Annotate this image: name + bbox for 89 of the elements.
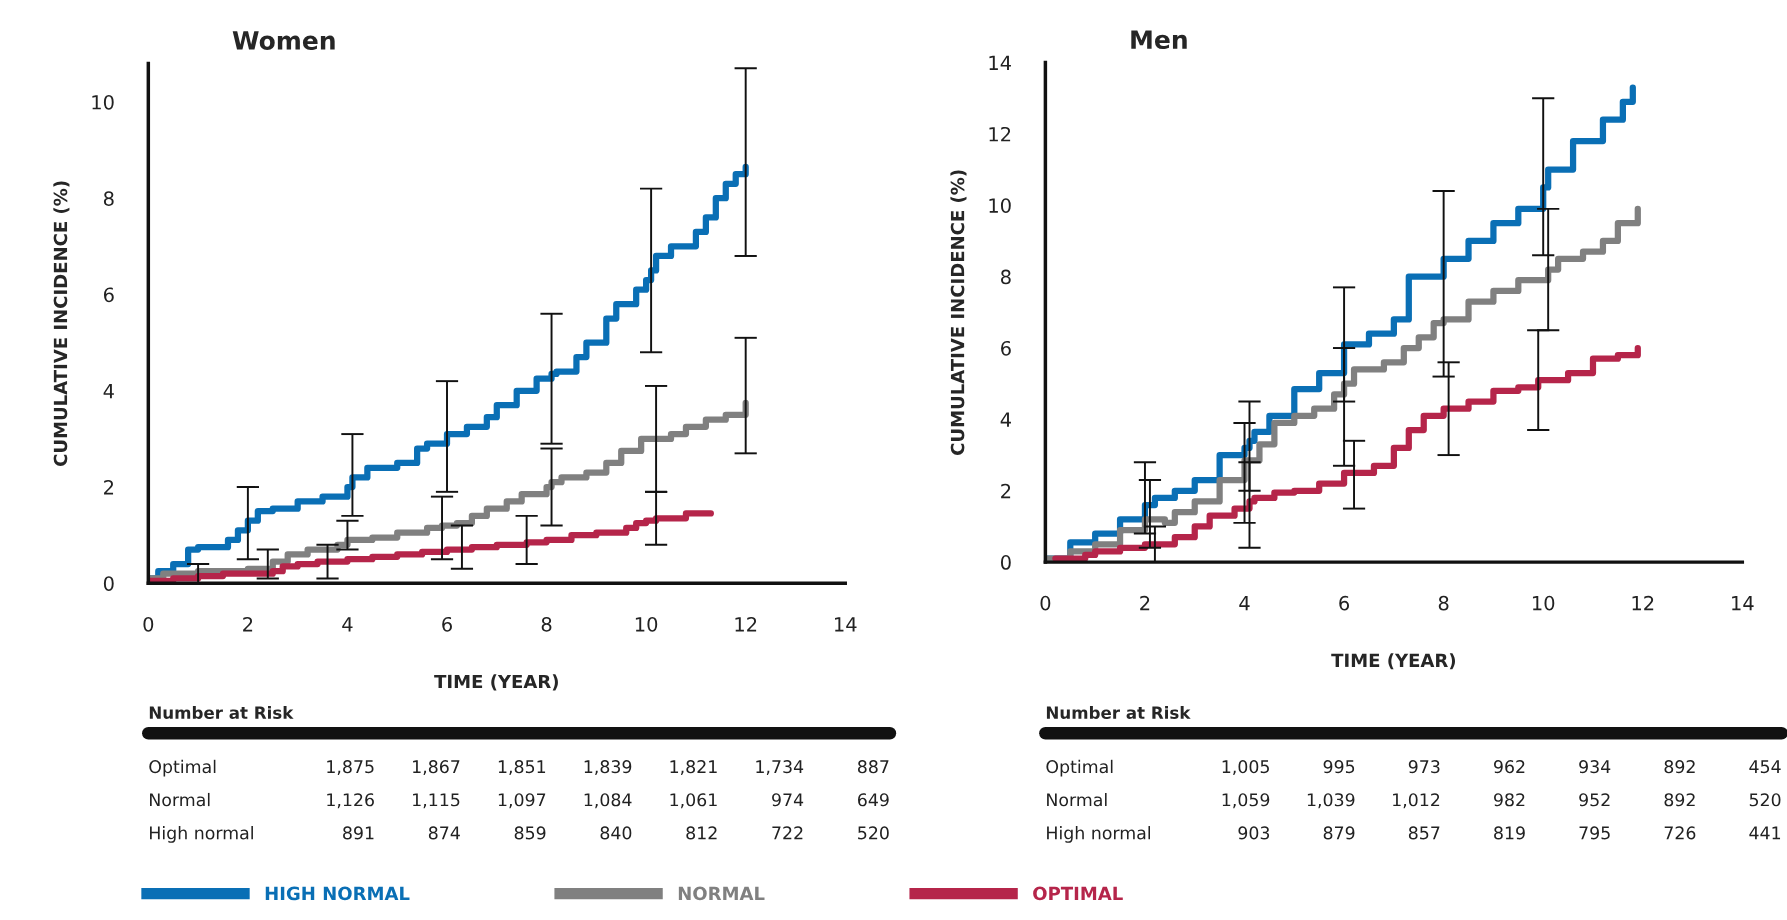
text: 1,851 <box>498 760 546 776</box>
text: 874 <box>428 826 460 840</box>
chart-title: Women <box>232 31 335 50</box>
x-tick-label: 6 <box>442 616 452 632</box>
text: 1,012 <box>1393 793 1440 809</box>
y-tick-label: 6 <box>1001 340 1011 356</box>
text: 1,126 <box>327 793 374 809</box>
text: 982 <box>1494 793 1525 807</box>
chart-title: Men <box>1131 30 1187 50</box>
text: 840 <box>600 826 632 840</box>
y-tick-label: 0 <box>103 576 114 591</box>
text: 520 <box>1749 793 1781 807</box>
x-tick-label: 2 <box>1140 595 1150 611</box>
x-axis-title: TIME (YEAR) <box>1331 653 1456 670</box>
text: 795 <box>1579 826 1610 840</box>
text: 1,061 <box>670 793 717 809</box>
x-tick-label: 8 <box>1438 595 1449 611</box>
text: NORMAL <box>678 886 765 901</box>
text: 1,115 <box>413 793 460 809</box>
text: High normal <box>1047 826 1151 843</box>
text: 879 <box>1323 826 1355 840</box>
y-tick-label: 2 <box>104 479 114 495</box>
x-tick-label: 4 <box>342 617 353 632</box>
text: Number at Risk <box>1046 706 1191 719</box>
text: 726 <box>1664 826 1696 840</box>
text: 441 <box>1749 826 1781 840</box>
text: 1,097 <box>498 793 546 809</box>
text: 952 <box>1579 793 1610 807</box>
x-tick-label: 4 <box>1239 596 1250 611</box>
y-tick-label: 2 <box>1001 483 1011 499</box>
text: 974 <box>772 793 804 807</box>
text: 1,039 <box>1307 793 1355 809</box>
text: 891 <box>343 826 374 840</box>
text: 892 <box>1664 793 1695 807</box>
x-tick-label: 10 <box>635 616 658 632</box>
x-tick-label: 6 <box>1339 595 1350 611</box>
text: 1,839 <box>584 760 632 776</box>
text: 1,821 <box>670 760 717 776</box>
text: 892 <box>1664 760 1695 774</box>
y-tick-label: 14 <box>989 55 1011 70</box>
text: 995 <box>1323 760 1355 774</box>
y-tick-label: 0 <box>1000 555 1011 570</box>
y-axis-title: CUMULATIVE INCIDENCE (%) <box>950 170 967 455</box>
text: Optimal <box>1046 759 1113 777</box>
text: Number at Risk <box>149 706 294 719</box>
text: Normal <box>150 792 210 807</box>
text: 722 <box>772 826 803 840</box>
text: 962 <box>1494 760 1525 774</box>
text: 520 <box>858 826 889 840</box>
y-tick-label: 10 <box>989 198 1011 213</box>
text: 857 <box>1408 826 1440 840</box>
x-tick-label: 10 <box>1532 595 1555 611</box>
y-tick-label: 8 <box>1001 269 1011 285</box>
text: Normal <box>1047 792 1107 807</box>
text: Optimal <box>149 759 216 777</box>
y-tick-label: 6 <box>103 287 114 303</box>
text: OPTIMAL <box>1033 886 1123 901</box>
text: 1,867 <box>413 760 460 776</box>
y-tick-label: 10 <box>92 94 114 110</box>
text: 1,005 <box>1222 760 1269 776</box>
y-tick-label: 4 <box>1000 412 1011 427</box>
y-tick-label: 8 <box>103 191 114 206</box>
text: High normal <box>150 826 253 843</box>
text: HIGH NORMAL <box>265 886 410 901</box>
y-tick-label: 4 <box>103 383 114 399</box>
text: 649 <box>858 793 889 807</box>
text: 454 <box>1749 760 1781 774</box>
text: 887 <box>857 760 889 774</box>
text: 903 <box>1238 826 1270 840</box>
y-axis-title: CUMULATIVE INCIDENCE (%) <box>53 181 70 466</box>
text: 1,734 <box>756 760 804 776</box>
x-tick-label: 14 <box>835 617 857 632</box>
x-tick-label: 2 <box>243 616 253 632</box>
text: 934 <box>1579 760 1611 774</box>
x-tick-label: 0 <box>1040 595 1051 611</box>
text: 1,059 <box>1222 793 1270 809</box>
x-tick-label: 12 <box>1632 595 1654 611</box>
x-tick-label: 0 <box>143 616 154 632</box>
text: 1,875 <box>327 760 374 776</box>
text: 973 <box>1408 760 1440 774</box>
text: 1,084 <box>584 793 632 809</box>
x-tick-label: 12 <box>735 616 757 632</box>
text: 859 <box>514 826 546 840</box>
x-tick-label: 14 <box>1732 596 1754 611</box>
x-tick-label: 8 <box>541 616 552 632</box>
text: 812 <box>686 826 717 840</box>
x-axis-title: TIME (YEAR) <box>434 674 558 691</box>
text: 819 <box>1494 826 1525 840</box>
y-tick-label: 12 <box>989 126 1011 142</box>
